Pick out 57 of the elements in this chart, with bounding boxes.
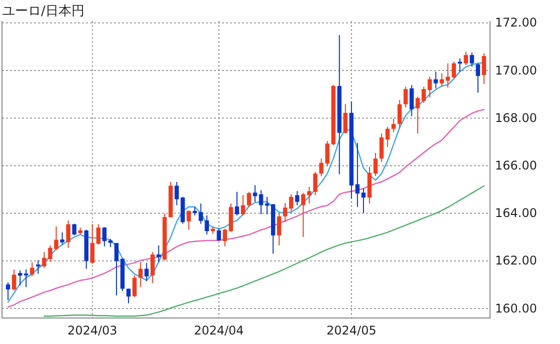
x-tick-label: 2024/05 [326,324,376,338]
candlestick [355,142,360,208]
candlestick [410,84,414,117]
candlestick [126,288,131,304]
candlestick [385,126,390,148]
candlestick [361,188,366,214]
chart-title: ユーロ/日本円 [2,4,84,19]
candlestick [434,71,438,89]
candlestick [277,212,282,246]
candlestick [150,252,155,284]
candlestick [144,262,149,282]
candlestick [138,262,143,288]
candlestick [156,244,161,263]
candlestick [90,224,94,264]
candlestick [216,228,221,241]
candlestick [240,194,246,216]
candlestick [24,268,28,288]
y-tick-label: 172.00 [495,16,537,30]
candlestick [66,220,70,248]
candlestick [96,224,101,245]
candlestick [12,269,16,291]
line-series [7,108,485,308]
candlestick [60,232,64,245]
candlestick [470,52,474,68]
candlestick [476,62,480,94]
candlestick [234,191,240,216]
candlestick [258,190,264,215]
candlestick [132,274,137,298]
candlestick [458,58,462,72]
candlestick [36,260,40,274]
y-tick-label: 160.00 [495,301,537,316]
candlestick [30,262,34,277]
candlestick [252,184,258,202]
y-tick-label: 164.00 [495,206,537,220]
candlestick [186,210,191,230]
x-tick-label: 2024/03 [67,324,118,338]
candlestick [482,52,486,85]
candlestick [391,118,396,133]
candlestick [114,242,119,296]
y-tick-label: 162.00 [495,254,537,268]
line-series [44,185,485,317]
y-tick-label: 166.00 [495,158,537,173]
candlestick [373,152,378,177]
candlestick [102,226,107,247]
candlestick [246,191,252,208]
candlestick [222,228,228,247]
y-tick-label: 170.00 [495,63,537,78]
x-tick-label: 2024/04 [194,324,244,338]
candlestick [464,51,468,66]
y-tick-label: 168.00 [495,110,537,125]
candlestick [398,100,402,130]
candlestick [343,104,348,134]
candlestick [295,190,300,206]
candlestick [6,282,10,300]
candlestick [404,86,408,108]
candlestick [379,133,384,162]
candlestick [18,270,22,286]
